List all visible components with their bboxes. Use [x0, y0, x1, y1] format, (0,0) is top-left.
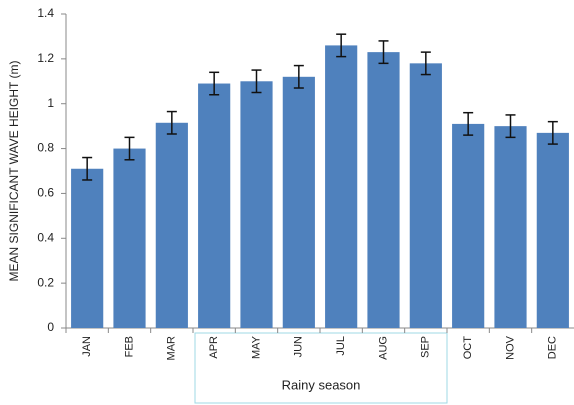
y-tick-label: 0.2 [37, 275, 54, 289]
x-tick-label: FEB [123, 336, 135, 357]
bar [71, 168, 104, 328]
bar [113, 148, 146, 328]
y-axis-label: MEAN SIGNIFICANT WAVE HEIGHT (m) [7, 61, 21, 282]
y-tick-label: 0.4 [37, 230, 54, 244]
x-tick-label: JUL [335, 336, 347, 356]
x-tick-label: MAR [166, 336, 178, 361]
bar [240, 81, 273, 329]
annotation: Rainy season [282, 377, 361, 392]
y-tick-label: 1.4 [37, 6, 54, 20]
x-tick-label: JAN [81, 336, 93, 357]
bar [325, 45, 358, 329]
bar [494, 126, 527, 329]
x-tick-label: MAY [250, 335, 262, 359]
bar [452, 123, 485, 329]
x-tick-label: SEP [420, 336, 432, 358]
y-tick-label: 0.8 [37, 141, 54, 155]
bar [155, 122, 188, 329]
x-tick-label: DEC [547, 336, 559, 359]
y-tick-label: 0.6 [37, 186, 54, 200]
y-tick-label: 1 [47, 96, 54, 110]
x-tick-label: JUN [293, 336, 305, 357]
x-tick-label: APR [208, 336, 220, 359]
bar [409, 63, 442, 328]
y-tick-label: 0 [47, 320, 54, 334]
bar [198, 83, 231, 329]
x-tick-label: AUG [377, 336, 389, 360]
y-tick-label: 1.2 [37, 51, 54, 65]
bar [282, 76, 315, 328]
rainy-season-box [194, 332, 448, 404]
bar [536, 132, 569, 328]
bar [367, 52, 400, 328]
x-tick-label: OCT [462, 336, 474, 360]
x-tick-label: NOV [504, 335, 516, 360]
